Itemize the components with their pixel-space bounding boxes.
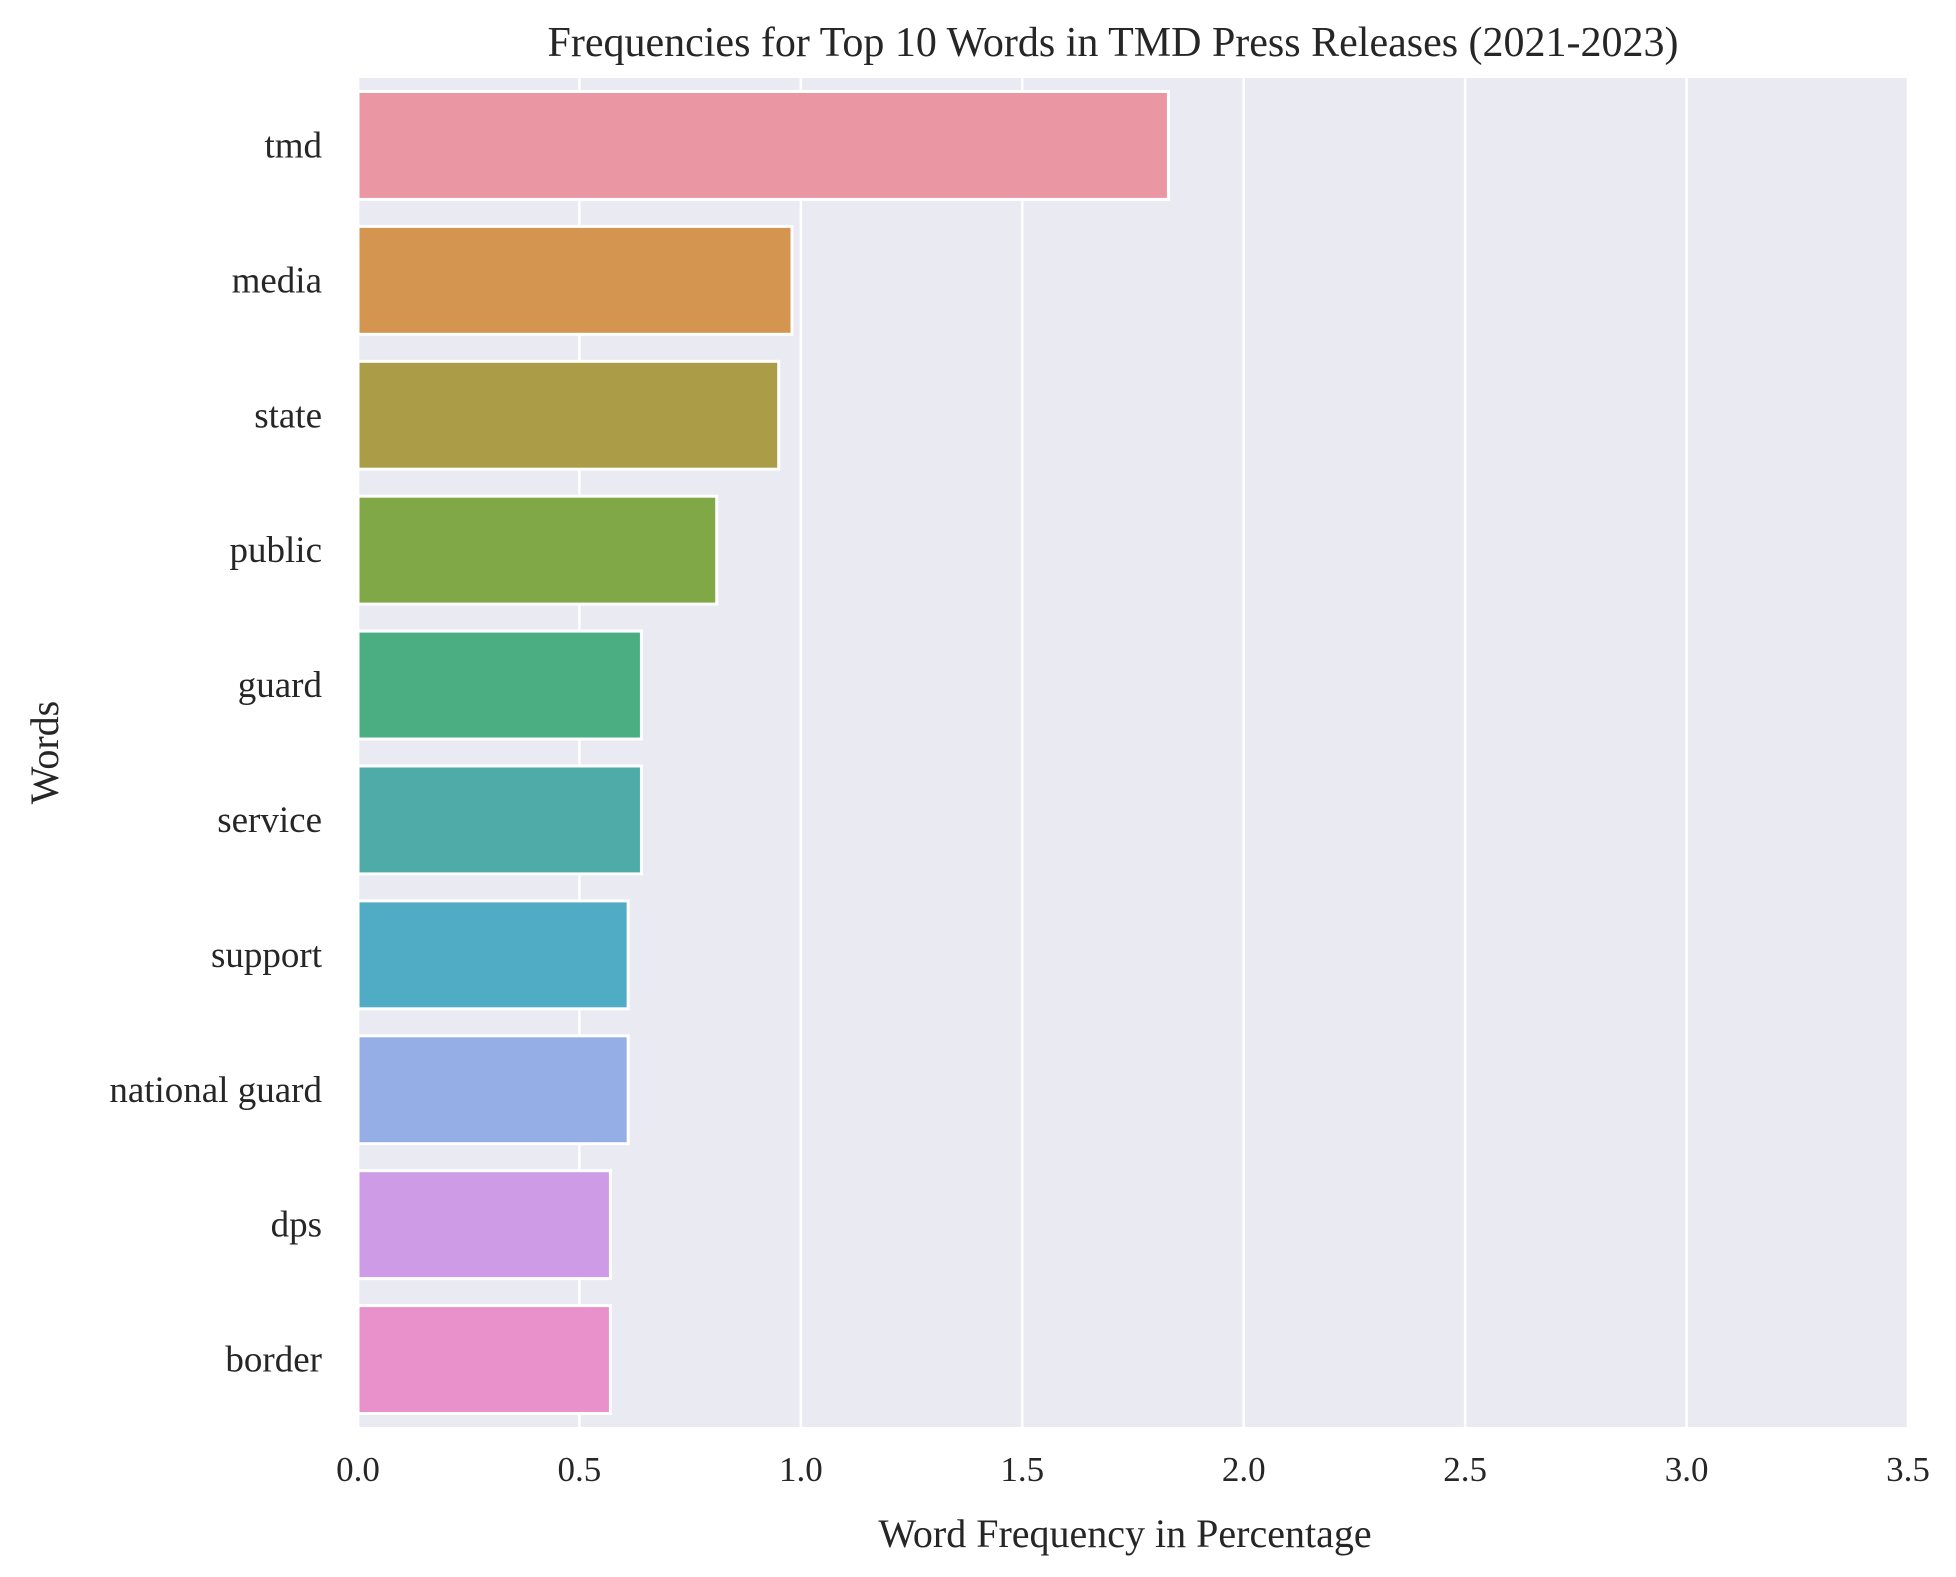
y-tick-label: media xyxy=(232,260,322,301)
y-tick-label: guard xyxy=(238,665,323,706)
y-axis-label: Words xyxy=(22,701,67,804)
y-tick-label: support xyxy=(211,935,323,976)
bar-dps xyxy=(356,1169,612,1281)
y-tick-labels: tmd media state public guard service support na… xyxy=(109,125,322,1380)
y-tick-label: tmd xyxy=(264,125,322,166)
bar-guard xyxy=(356,629,643,741)
chart-title: Frequencies for Top 10 Words in TMD Pres… xyxy=(547,20,1678,66)
x-tick-label: 1.5 xyxy=(1000,1450,1044,1489)
bar-service xyxy=(356,764,643,876)
y-tick-label: public xyxy=(230,530,322,571)
x-tick-labels: 0.0 0.5 1.0 1.5 2.0 2.5 3.0 3.5 xyxy=(336,1450,1930,1489)
x-axis-label: Word Frequency in Percentage xyxy=(878,1511,1371,1556)
bar-public xyxy=(356,494,719,606)
y-tick-label: national guard xyxy=(109,1070,322,1111)
y-tick-label: service xyxy=(217,800,322,841)
bar-tmd xyxy=(356,89,1170,201)
y-tick-label: border xyxy=(225,1340,322,1381)
x-tick-label: 3.0 xyxy=(1665,1450,1709,1489)
bar-state xyxy=(356,359,781,471)
bar-national-guard xyxy=(356,1034,630,1146)
bar-support xyxy=(356,899,630,1011)
x-tick-label: 1.0 xyxy=(779,1450,823,1489)
x-tick-label: 0.0 xyxy=(336,1450,380,1489)
x-tick-label: 2.5 xyxy=(1443,1450,1487,1489)
x-tick-label: 0.5 xyxy=(558,1450,602,1489)
y-tick-label: state xyxy=(254,395,322,436)
y-tick-label: dps xyxy=(271,1205,322,1246)
bars xyxy=(356,89,1170,1416)
bar-border xyxy=(356,1304,612,1416)
bar-media xyxy=(356,224,794,336)
x-tick-label: 2.0 xyxy=(1222,1450,1266,1489)
x-tick-label: 3.5 xyxy=(1886,1450,1930,1489)
